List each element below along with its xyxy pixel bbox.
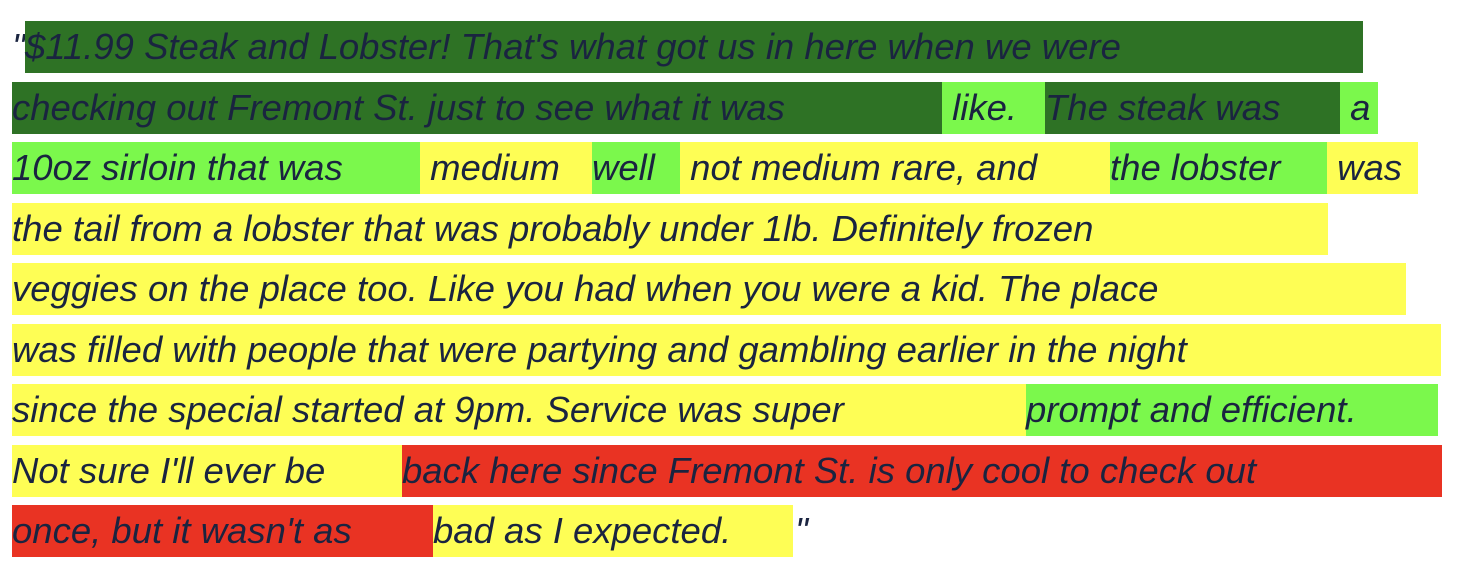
highlight-segment: like. [942, 81, 1045, 134]
highlight-segment: was [1327, 142, 1418, 194]
review-line-7: since the special started at 9pm. Servic… [12, 381, 1462, 442]
review-line-4: the tail from a lobster that was probabl… [12, 200, 1462, 261]
review-line-3: 10oz sirloin that was medium well not me… [12, 139, 1462, 200]
close-quote: " [795, 510, 808, 551]
review-line-9: once, but it wasn't as bad as I expected… [12, 502, 1462, 563]
highlight-segment: was filled with people that were partyin… [12, 323, 1441, 376]
review-line-5: veggies on the place too. Like you had w… [12, 260, 1462, 321]
highlight-segment: Not sure I'll ever be [12, 444, 402, 497]
review-line-8: Not sure I'll ever be back here since Fr… [12, 442, 1462, 503]
highlight-segment: once, but it wasn't as [12, 505, 433, 557]
review-line-2: checking out Fremont St. just to see wha… [12, 79, 1462, 140]
highlight-segment: The steak was [1045, 81, 1340, 134]
highlight-segment: medium [420, 142, 592, 194]
highlight-segment: 10oz sirloin that was [12, 142, 420, 194]
highlight-segment: prompt and efficient. [1026, 384, 1438, 436]
highlight-segment: checking out Fremont St. just to see wha… [12, 81, 942, 134]
review-text: " $11.99 Steak and Lobster! That's what … [12, 18, 1462, 563]
review-line-1: " $11.99 Steak and Lobster! That's what … [12, 18, 1462, 79]
highlight-segment: well [592, 142, 680, 194]
highlight-segment: bad as I expected. [433, 505, 793, 557]
highlight-segment: veggies on the place too. Like you had w… [12, 263, 1406, 315]
highlight-segment: not medium rare, and [680, 142, 1110, 194]
highlight-segment: back here since Fremont St. is only cool… [402, 444, 1442, 497]
highlight-segment: the tail from a lobster that was probabl… [12, 202, 1328, 255]
highlight-segment: the lobster [1110, 142, 1327, 194]
highlight-segment: since the special started at 9pm. Servic… [12, 384, 1026, 436]
highlight-segment: $11.99 Steak and Lobster! That's what go… [25, 21, 1363, 73]
open-quote: " [12, 26, 25, 67]
highlight-segment: a [1340, 81, 1378, 134]
review-line-6: was filled with people that were partyin… [12, 321, 1462, 382]
